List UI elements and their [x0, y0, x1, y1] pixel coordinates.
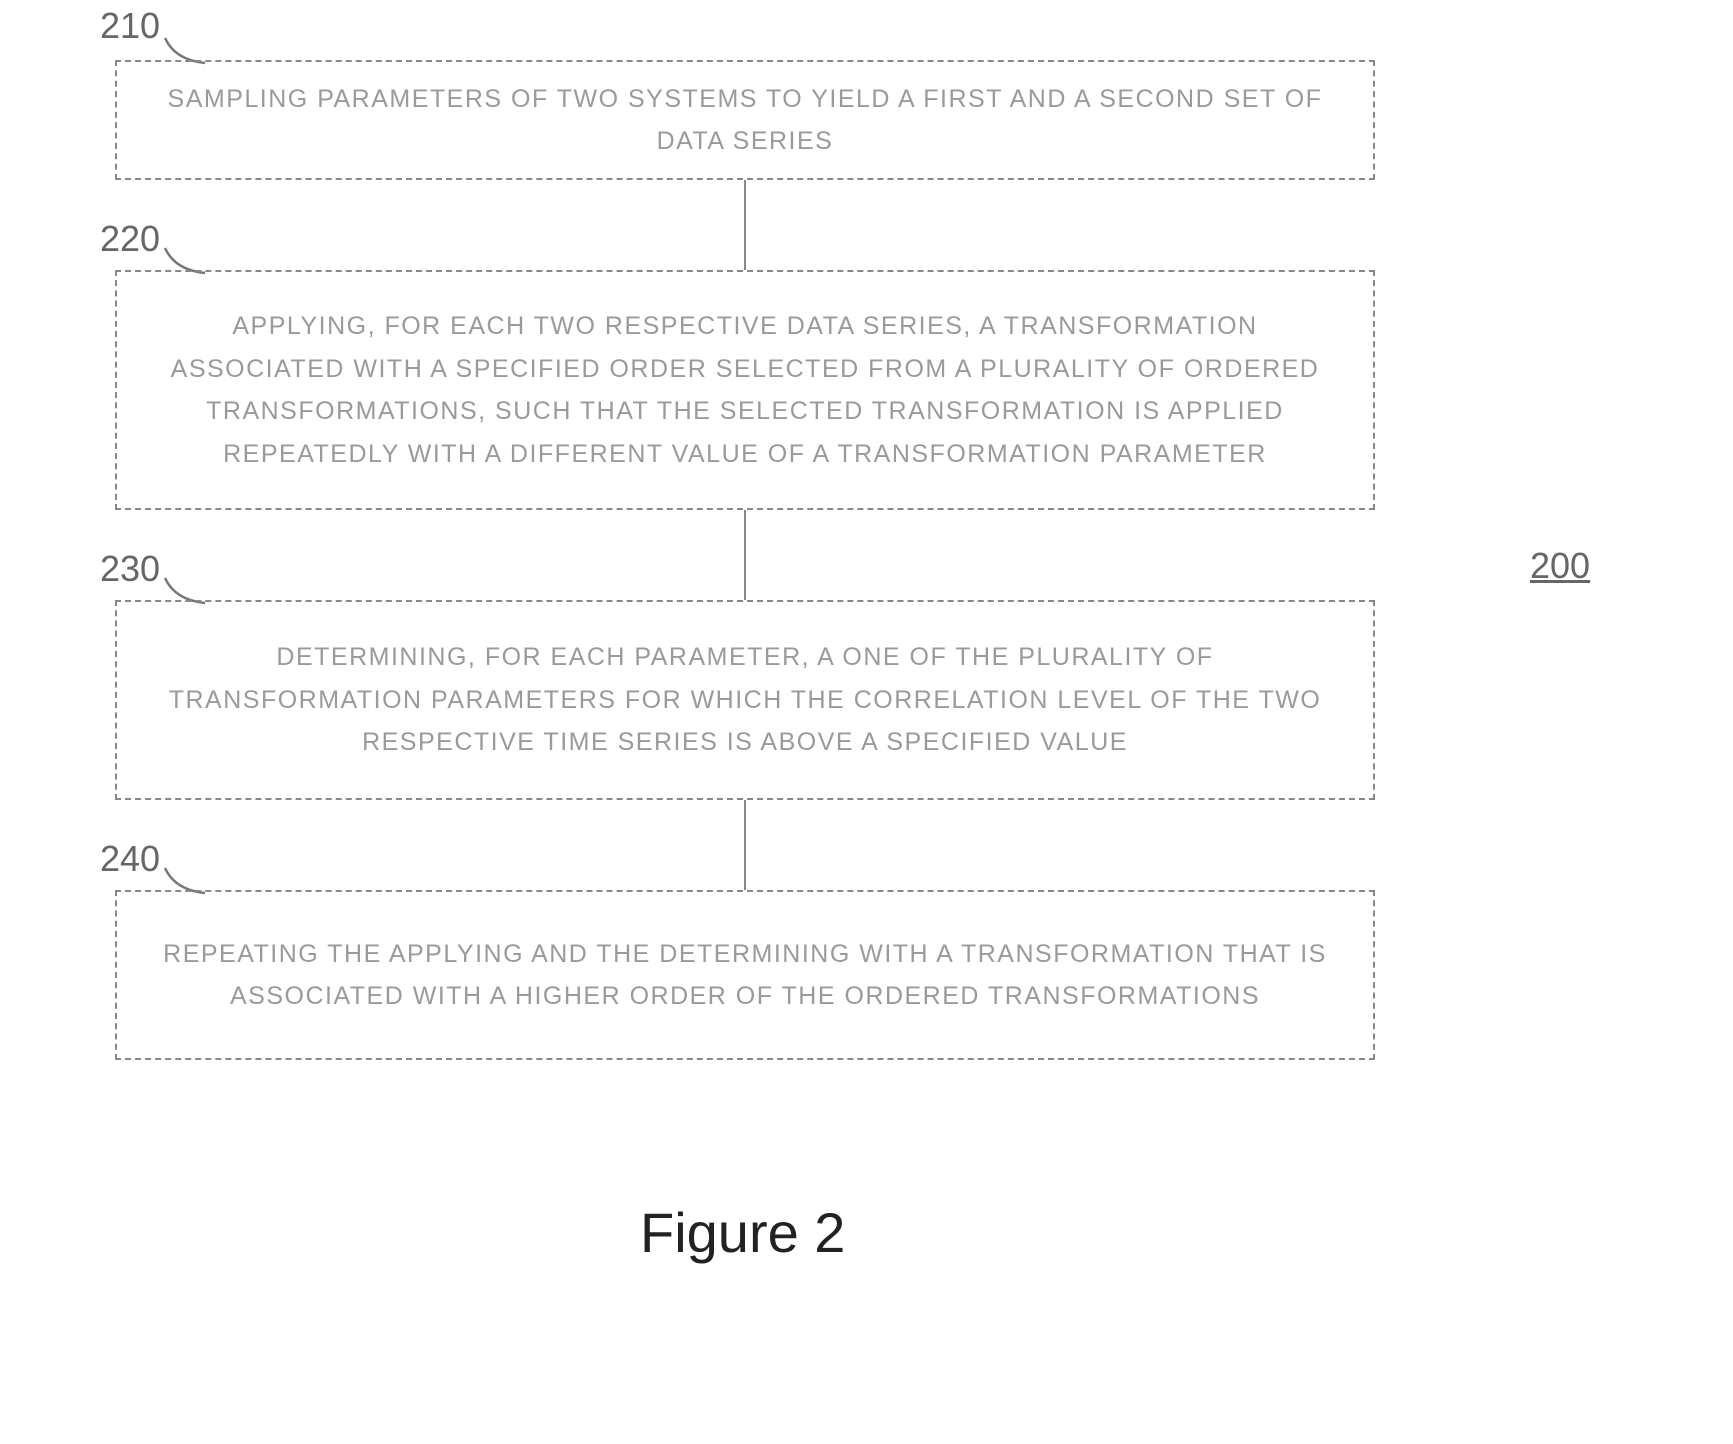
flowchart-box-230: DETERMINING, FOR EACH PARAMETER, A ONE O…	[115, 600, 1375, 800]
connector-1	[744, 180, 746, 270]
flowchart-canvas: 210 SAMPLING PARAMETERS OF TWO SYSTEMS T…	[0, 0, 1733, 1444]
flowchart-box-210: SAMPLING PARAMETERS OF TWO SYSTEMS TO YI…	[115, 60, 1375, 180]
box-text-230: DETERMINING, FOR EACH PARAMETER, A ONE O…	[147, 636, 1343, 764]
flowchart-box-220: APPLYING, FOR EACH TWO RESPECTIVE DATA S…	[115, 270, 1375, 510]
figure-number: 200	[1530, 545, 1590, 587]
connector-3	[744, 800, 746, 890]
flowchart-box-240: REPEATING THE APPLYING AND THE DETERMINI…	[115, 890, 1375, 1060]
figure-caption: Figure 2	[640, 1200, 845, 1265]
ref-label-240: 240	[100, 838, 160, 880]
ref-label-230: 230	[100, 548, 160, 590]
ref-label-220: 220	[100, 218, 160, 260]
connector-2	[744, 510, 746, 600]
box-text-220: APPLYING, FOR EACH TWO RESPECTIVE DATA S…	[147, 305, 1343, 475]
box-text-240: REPEATING THE APPLYING AND THE DETERMINI…	[147, 933, 1343, 1018]
box-text-210: SAMPLING PARAMETERS OF TWO SYSTEMS TO YI…	[147, 78, 1343, 163]
ref-label-210: 210	[100, 5, 160, 47]
